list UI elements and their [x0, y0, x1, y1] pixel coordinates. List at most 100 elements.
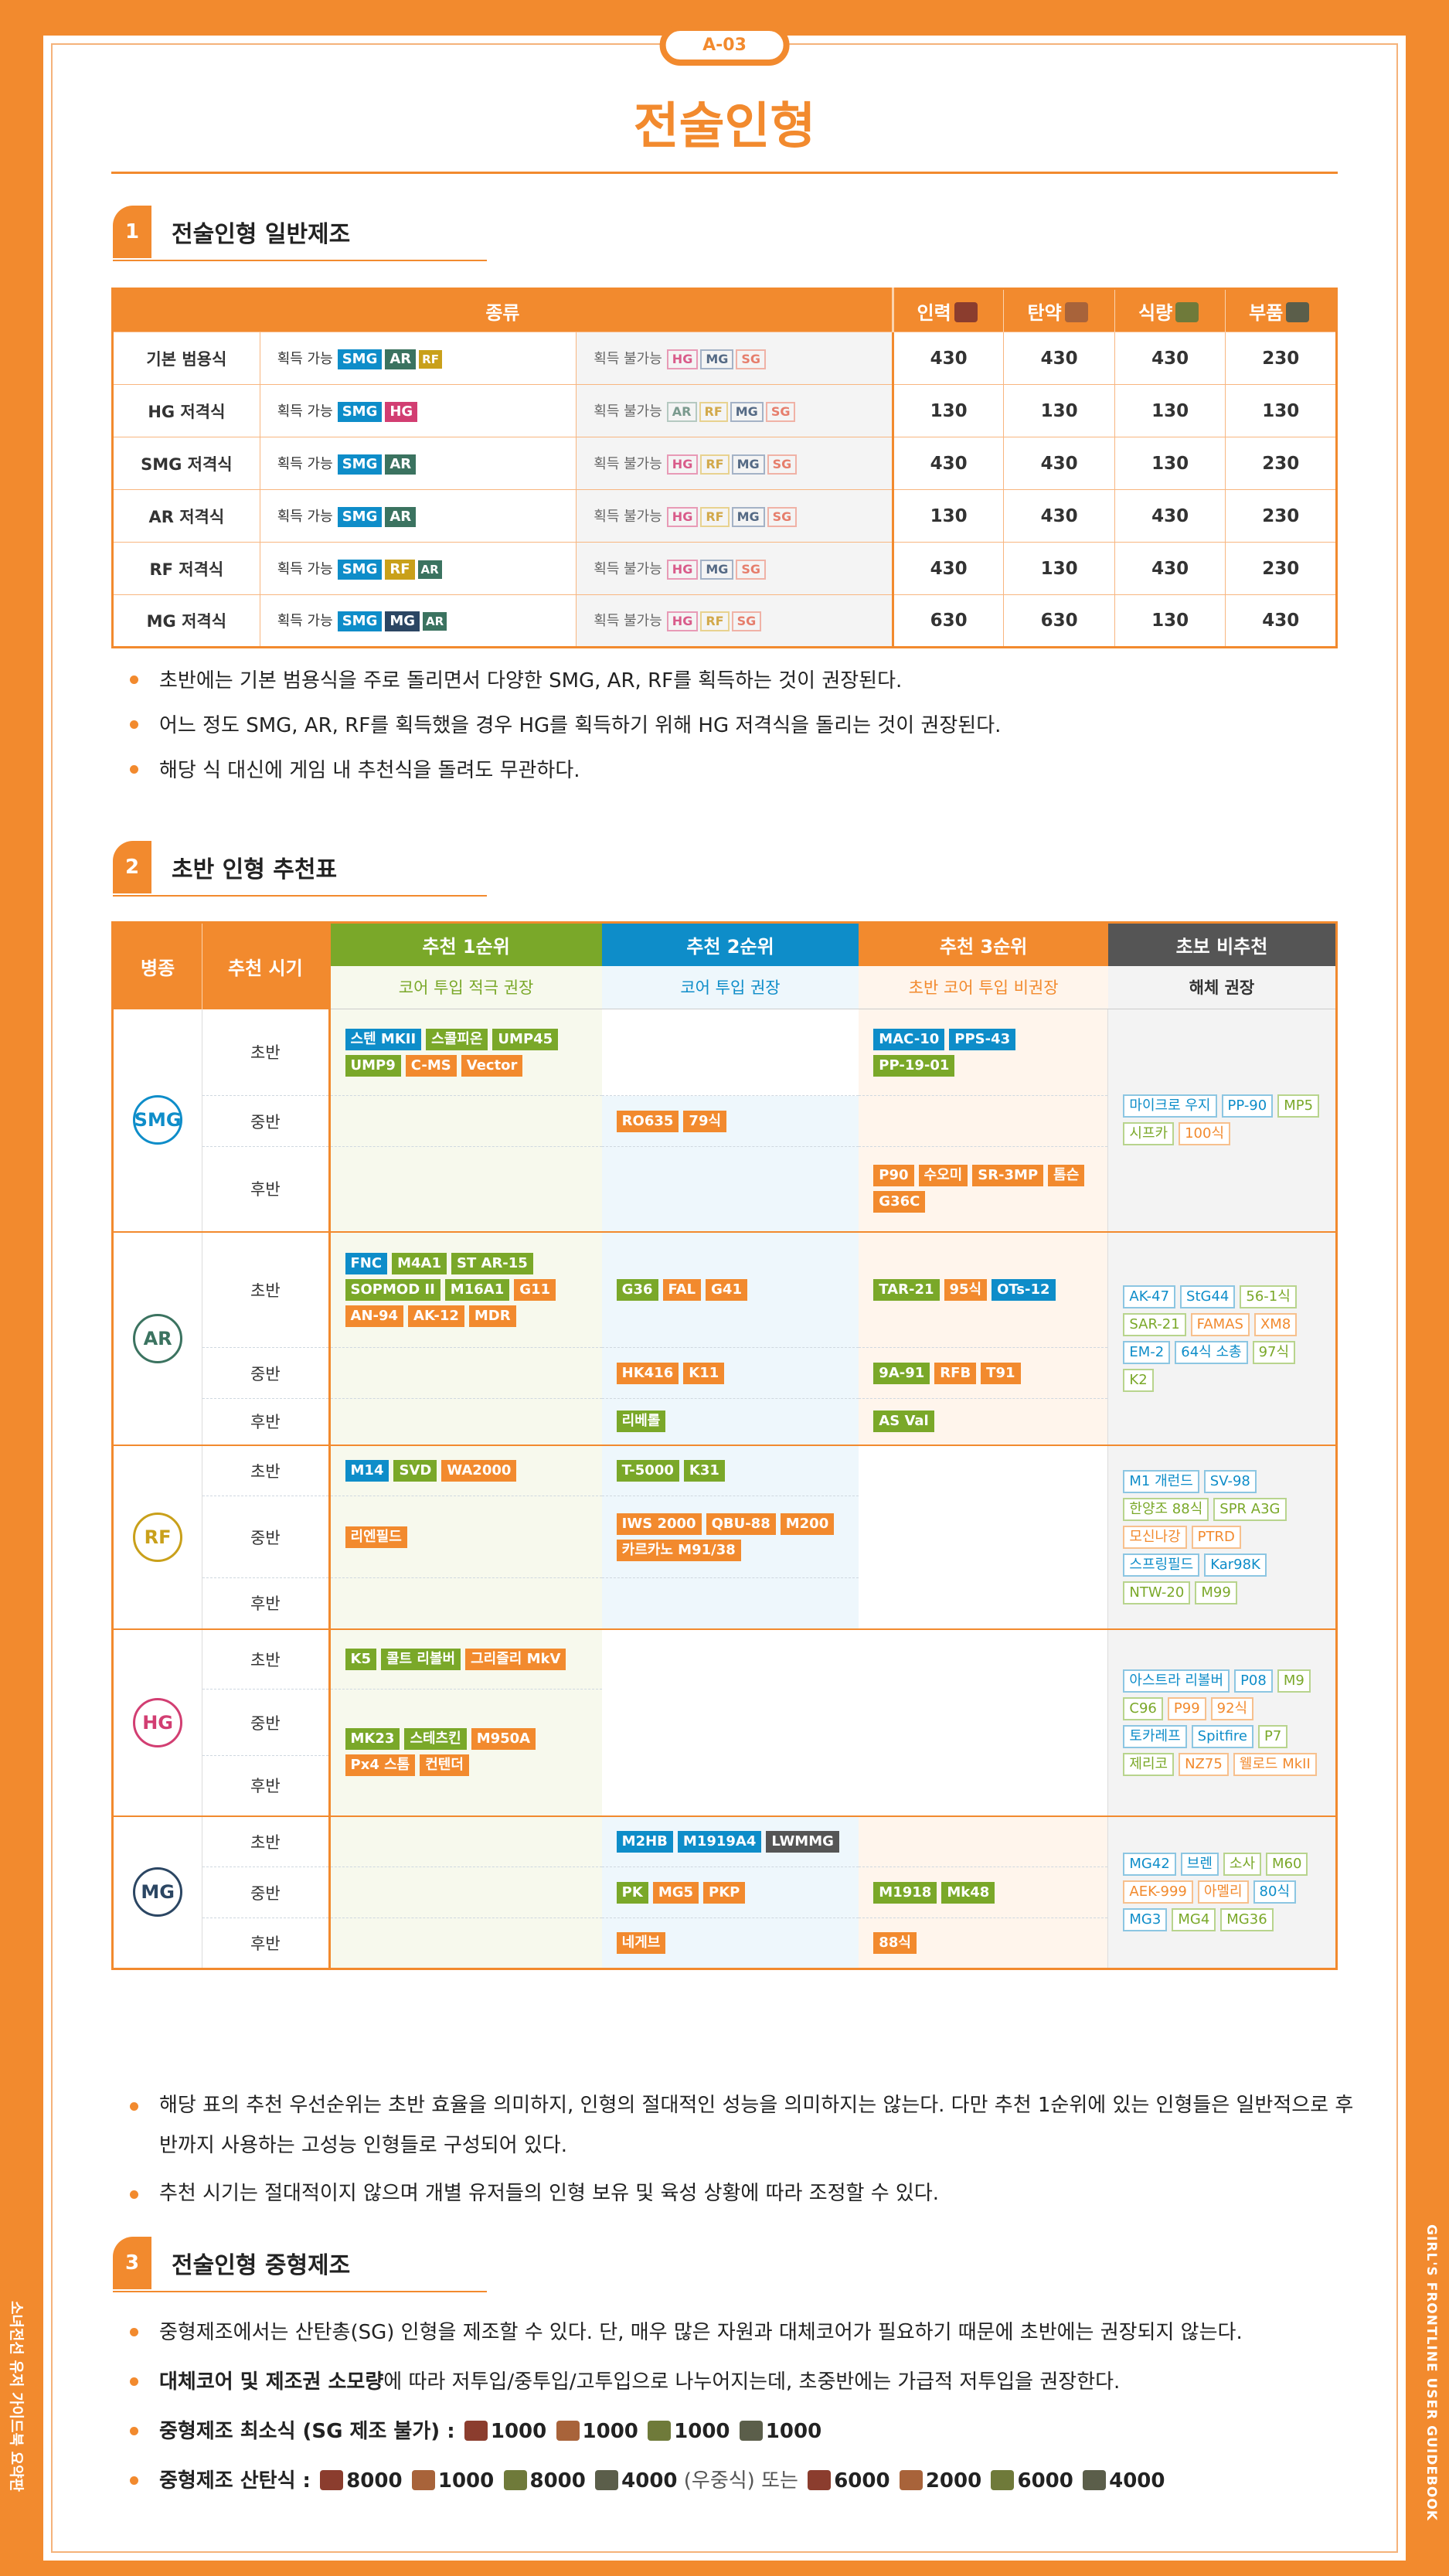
type-tag: MG — [385, 611, 420, 631]
doll-tag: 그리즐리 MkV — [465, 1648, 566, 1670]
parts-icon — [595, 2470, 619, 2490]
type-tag: HG — [385, 401, 418, 422]
rank1-cell: 리엔필드 — [329, 1496, 602, 1578]
ammo-icon — [411, 2470, 435, 2490]
parts-icon — [739, 2421, 763, 2441]
resource-value: 430 — [893, 437, 1005, 490]
table-row: RF 초반 M14 SVD WA2000 T-5000 K31 M1 개런드 SV-98한양조 … — [112, 1445, 1337, 1630]
doll-tag: PPS-43 — [949, 1028, 1016, 1050]
doll-tag: 수오미 — [918, 1165, 968, 1187]
doll-tag: HK416 — [616, 1362, 679, 1384]
ammo-icon — [899, 2470, 923, 2490]
section-title: 초반 인형 추천표 — [172, 856, 338, 883]
doll-tag: 제리코 — [1123, 1752, 1175, 1776]
type-tag-outline: MG — [730, 401, 764, 422]
note-item: 대체코어 및 제조권 소모량에 따라 저투입/중투입/고투입으로 나누어지는데,… — [130, 2357, 1243, 2407]
doll-tag: 웰로드 MkII — [1233, 1752, 1317, 1776]
row-kind: 기본 범용식 — [112, 332, 260, 385]
doll-tag: UMP45 — [492, 1028, 559, 1050]
type-tag-outline: SG — [731, 611, 762, 631]
doll-tag: K31 — [683, 1459, 725, 1482]
ammo-icon — [556, 2421, 580, 2441]
type-tag: SMG — [337, 611, 383, 631]
available-label: 획득 가능 — [277, 455, 333, 472]
doll-tag: AK-12 — [408, 1305, 464, 1327]
doll-tag: T91 — [981, 1362, 1021, 1384]
notrec-cell: 마이크로 우지 PP-90 MP5 시프카 100식 — [1107, 1009, 1337, 1233]
doll-tag: Px4 스톰 — [345, 1754, 416, 1777]
doll-tag: 마이크로 우지 — [1123, 1094, 1217, 1118]
table-row: 중반 MK23 스테츠킨 M950A Px4 스톰 컨텐더 — [113, 1689, 1337, 1817]
branch-badge: SMG — [133, 1095, 183, 1145]
time-cell: 초반 — [202, 1231, 331, 1348]
page-frame: A-03 전술인형 1 전술인형 일반제조 종류 인력 탄약 식량 부품 기본 … — [43, 25, 1406, 2561]
table-row: HG 초반 K5 콜트 리볼버 그리즐리 MkV 아스트라 리볼버 P08 M9C96 P99 9… — [112, 1628, 1337, 1817]
doll-tag: AS Val — [873, 1411, 934, 1433]
type-tag-outline: SG — [765, 401, 796, 422]
branch-cell: AR — [112, 1231, 203, 1446]
notrec-cell: MG42 브렌 소사 M60 AEK-999 아멜리 80식 MG3 MG4 MG36 — [1107, 1815, 1337, 1970]
branch-badge: HG — [133, 1697, 183, 1747]
time-cell: 중반 — [202, 1866, 331, 1918]
unavailable-cell: 획득 불가능 HG MG SG — [576, 332, 894, 385]
manpower-icon — [320, 2470, 344, 2490]
doll-tag: MG3 — [1123, 1908, 1168, 1932]
rank2-cell: T-5000 K31 — [601, 1445, 859, 1496]
unavailable-cell: 획득 불가능 AR RF MG SG — [576, 384, 894, 437]
doll-tag: EM-2 — [1123, 1340, 1171, 1364]
parts-icon — [1286, 301, 1310, 322]
available-cell: 획득 가능 SMG HG — [260, 384, 577, 437]
available-label: 획득 가능 — [277, 560, 333, 577]
notrec-cell: M1 개런드 SV-98 한양조 88식 SPR A3G 모신나강 PTRD 스프링필드 Ka… — [1107, 1445, 1337, 1630]
type-tag: SMG — [337, 454, 383, 475]
doll-tag: K5 — [345, 1648, 376, 1670]
doll-tag: 톰슨 — [1048, 1165, 1085, 1187]
notes-3: 중형제조에서는 산탄총(SG) 인형을 제조할 수 있다. 단, 매우 많은 자… — [130, 2308, 1243, 2506]
doll-tag: 컨텐더 — [420, 1754, 469, 1777]
doll-tag: SOPMOD II — [345, 1278, 440, 1301]
type-tag-outline: HG — [666, 454, 699, 475]
col-time: 추천 시기 — [202, 922, 331, 1009]
col-ammo: 탄약 — [1003, 288, 1115, 332]
table-row: MG 초반 M2HB M1919A4 LWMMG MG42 브렌 소사 M60 AEK-999 아멜… — [112, 1815, 1337, 1970]
rank1-cell — [329, 1866, 602, 1918]
table-row: MG 저격식 획득 가능 SMG MG AR 획득 불가능 HG RF SG 630 630 130 4… — [112, 594, 1337, 648]
rank3-cell: AS Val — [859, 1398, 1108, 1446]
manpower-icon — [954, 301, 978, 322]
doll-tag: IWS 2000 — [616, 1513, 702, 1535]
resource-value: 130 — [893, 384, 1005, 437]
rank1-cell — [329, 1577, 602, 1630]
doll-tag: PKP — [703, 1881, 746, 1904]
doll-tag: TAR-21 — [873, 1278, 940, 1301]
type-tag-outline: HG — [666, 559, 699, 580]
table-row: 후반 — [113, 1755, 1337, 1817]
branch-cell: RF — [112, 1445, 203, 1630]
rank3-cell: TAR-21 95식 OTs-12 — [859, 1231, 1108, 1348]
type-tag-outline: SG — [736, 349, 767, 369]
doll-tag: FNC — [345, 1252, 388, 1274]
type-tag-outline: HG — [666, 611, 699, 631]
type-tag: SMG — [337, 559, 383, 580]
doll-tag: AN-94 — [345, 1305, 404, 1327]
type-tag-outline: SG — [767, 506, 798, 527]
rank3-cell — [859, 1445, 1108, 1630]
doll-tag: 56-1식 — [1240, 1285, 1297, 1308]
branch-cell: SMG — [112, 1009, 203, 1233]
doll-tag: G11 — [514, 1278, 556, 1301]
rank2-cell: HK416 K11 — [601, 1347, 859, 1399]
type-tag-outline: AR — [666, 401, 697, 422]
time-cell: 초반 — [202, 1815, 331, 1867]
doll-tag: G36 — [616, 1278, 658, 1301]
doll-tag: MDR — [468, 1305, 516, 1327]
doll-tag: UMP9 — [345, 1054, 401, 1077]
col-notrec: 초보 비추천 — [1107, 922, 1337, 966]
doll-tag: 80식 — [1253, 1880, 1297, 1904]
table-row: AR 저격식 획득 가능 SMG AR 획득 불가능 HG RF MG SG 130 430 430 2… — [112, 489, 1337, 543]
col-rank3: 추천 3순위 — [859, 922, 1108, 966]
title-divider — [111, 172, 1338, 174]
rank2-cell: 네게브 — [601, 1918, 859, 1970]
notrec-cell: 아스트라 리볼버 P08 M9 C96 P99 92식토카레프 Spitfire P7 제리코 N… — [1107, 1628, 1337, 1817]
doll-tag: PP-19-01 — [873, 1054, 955, 1077]
doll-tag: WA2000 — [441, 1459, 517, 1482]
rank1-cell — [329, 1095, 602, 1147]
